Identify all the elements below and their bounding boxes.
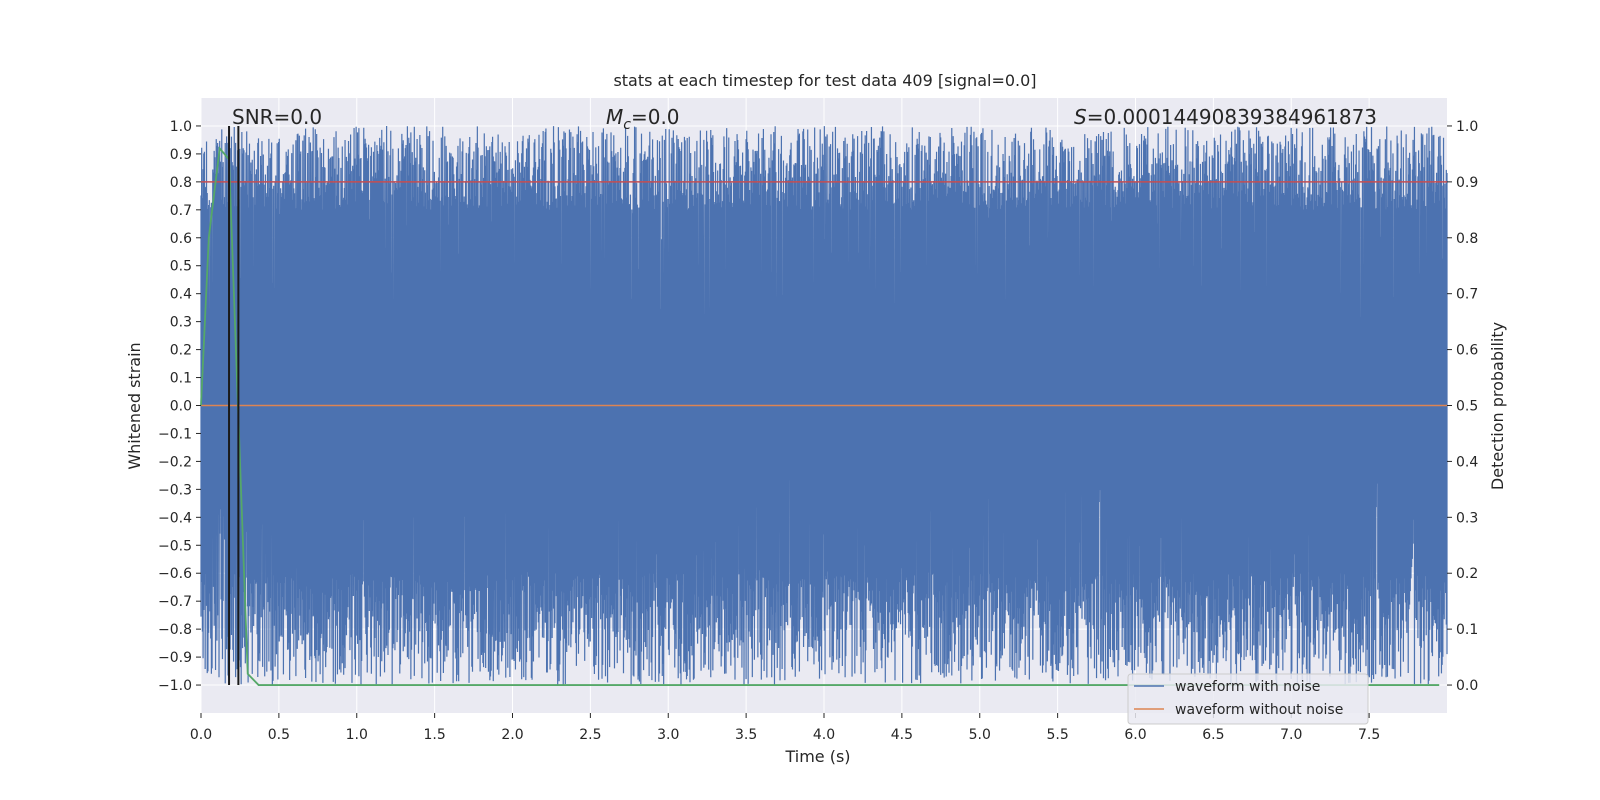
x-tick-label: 4.0 <box>813 727 835 743</box>
y-tick-label: −0.3 <box>158 482 192 498</box>
x-tick-label: 1.0 <box>346 727 368 743</box>
y-tick-label: 0.8 <box>170 175 192 191</box>
noise-waveform-line <box>200 125 1448 685</box>
y-tick-label: 0.5 <box>170 259 192 275</box>
x-tick-label: 7.5 <box>1358 727 1380 743</box>
s-symbol: S <box>1074 105 1087 129</box>
y-tick-label: 0.6 <box>170 231 192 247</box>
y2-tick-label: 0.6 <box>1456 343 1478 359</box>
y-tick-label: −0.2 <box>158 454 192 470</box>
y-tick-label: −0.4 <box>158 510 192 526</box>
y2-axis-title: Detection probability <box>1488 322 1507 490</box>
y-tick-label: 0.9 <box>170 147 192 163</box>
x-tick-label: 0.0 <box>190 727 212 743</box>
y2-tick-label: 0.2 <box>1456 566 1478 582</box>
y2-tick-label: 0.7 <box>1456 287 1478 303</box>
mc-value: =0.0 <box>631 105 680 129</box>
x-tick-label: 5.0 <box>969 727 991 743</box>
y2-tick-label: 0.3 <box>1456 510 1478 526</box>
x-tick-label: 6.5 <box>1202 727 1224 743</box>
x-tick-label: 3.0 <box>657 727 679 743</box>
y2-tick-label: 0.4 <box>1456 454 1478 470</box>
y-tick-label: −1.0 <box>158 678 192 694</box>
series-lines <box>200 125 1447 686</box>
y-tick-label: 0.7 <box>170 203 192 219</box>
y-tick-label: 0.0 <box>170 399 192 415</box>
legend: waveform with noise waveform without noi… <box>1127 673 1369 725</box>
y-tick-label: 0.4 <box>170 287 192 303</box>
y-tick-label: 0.3 <box>170 315 192 331</box>
y-axis-title: Whitened strain <box>125 342 144 469</box>
y2-axis-ticks: 1.0 0.9 0.8 0.7 0.6 0.5 0.4 0.3 0.2 0.1 0.0 <box>1447 119 1478 694</box>
x-tick-label: 5.5 <box>1046 727 1068 743</box>
y2-tick-label: 0.8 <box>1456 231 1478 247</box>
x-axis-title: Time (s) <box>784 747 850 766</box>
y-tick-label: −0.5 <box>158 538 192 554</box>
legend-label-clean: waveform without noise <box>1175 702 1343 718</box>
x-tick-label: 3.5 <box>735 727 757 743</box>
x-tick-label: 7.0 <box>1280 727 1302 743</box>
y-axis-ticks: 1.0 0.9 0.8 0.7 0.6 0.5 0.4 0.3 0.2 0.1 0.0 −0.1 −0.… <box>158 119 201 694</box>
mc-symbol: M <box>606 105 623 129</box>
x-tick-label: 1.5 <box>423 727 445 743</box>
s-value: =0.00014490839384961873 <box>1087 105 1377 129</box>
s-annotation: S=0.00014490839384961873 <box>1074 105 1377 129</box>
chart-title: stats at each timestep for test data 409… <box>613 71 1036 90</box>
x-tick-label: 2.5 <box>579 727 601 743</box>
x-axis-ticks: 0.0 0.5 1.0 1.5 2.0 2.5 3.0 3.5 4.0 4.5 5.0 5.5 6.0 6… <box>190 713 1380 743</box>
y-tick-label: −0.8 <box>158 622 192 638</box>
y2-tick-label: 1.0 <box>1456 119 1478 135</box>
x-tick-label: 6.0 <box>1124 727 1146 743</box>
x-tick-label: 2.0 <box>501 727 523 743</box>
y2-tick-label: 0.1 <box>1456 622 1478 638</box>
mc-annotation: Mc=0.0 <box>606 105 680 133</box>
y-tick-label: 0.2 <box>170 343 192 359</box>
legend-box <box>1127 673 1369 725</box>
series-waveform-with-noise <box>200 125 1448 685</box>
y2-tick-label: 0.9 <box>1456 175 1478 191</box>
y-tick-label: −0.9 <box>158 650 192 666</box>
x-tick-label: 4.5 <box>891 727 913 743</box>
mc-subscript: c <box>623 117 631 133</box>
y-tick-label: 0.1 <box>170 371 192 387</box>
y2-tick-label: 0.0 <box>1456 678 1478 694</box>
y-tick-label: −0.1 <box>158 426 192 442</box>
snr-annotation: SNR=0.0 <box>232 105 322 129</box>
y2-tick-label: 0.5 <box>1456 399 1478 415</box>
x-tick-label: 0.5 <box>268 727 290 743</box>
y-tick-label: −0.7 <box>158 594 192 610</box>
legend-label-noise: waveform with noise <box>1175 679 1320 695</box>
y-tick-label: −0.6 <box>158 566 192 582</box>
y-tick-label: 1.0 <box>170 119 192 135</box>
